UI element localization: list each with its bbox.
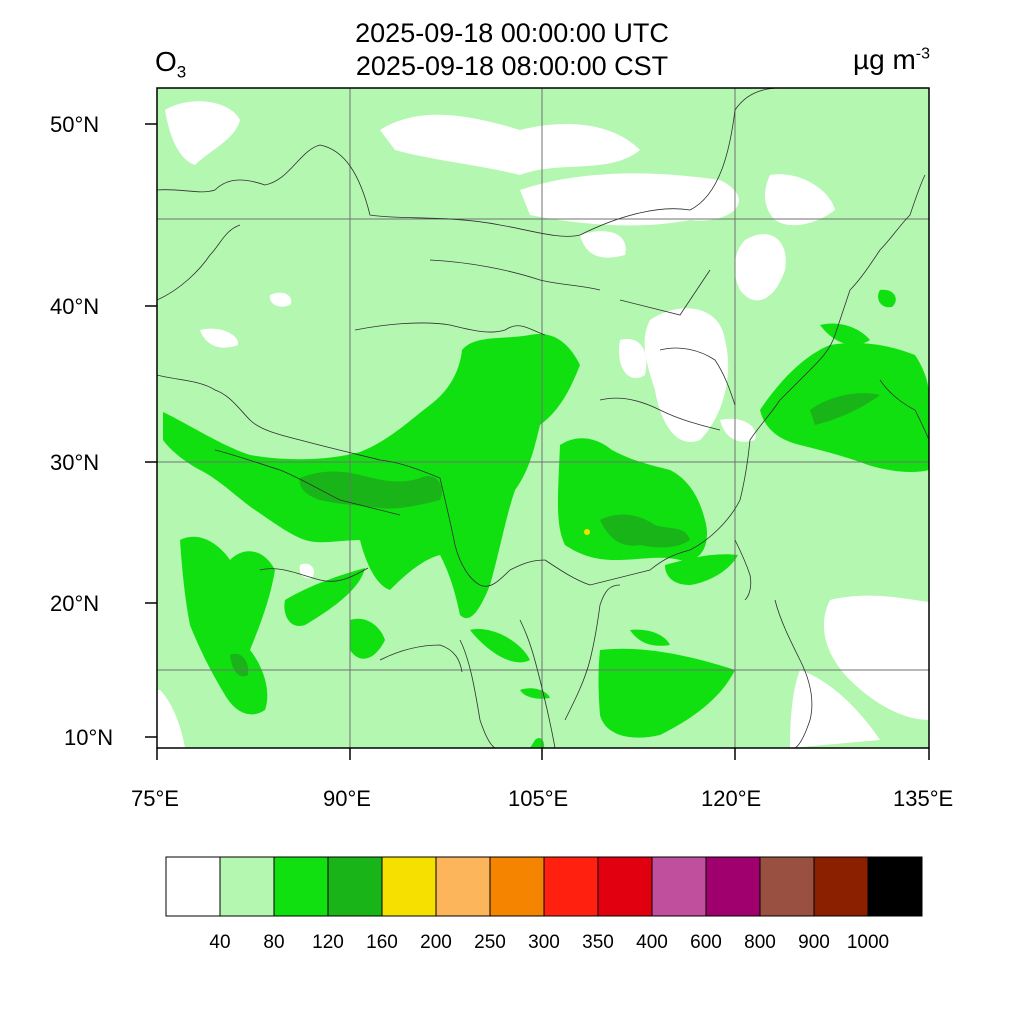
colorbar-label: 120: [312, 932, 344, 953]
variable-label: O3: [155, 46, 187, 82]
lon-label-75: 75°E: [131, 786, 179, 811]
colorbar-label: 800: [744, 932, 776, 953]
colorbar-box: [435, 856, 491, 917]
colorbar-box: [759, 856, 815, 917]
lat-label-30: 30°N: [50, 450, 100, 475]
colorbar-box: [489, 856, 545, 917]
graticule: [157, 88, 929, 748]
colorbar-label: 80: [263, 932, 285, 953]
colorbar-box: [165, 856, 221, 917]
colorbar-label: 1000: [846, 932, 890, 953]
lat-label-20: 20°N: [50, 591, 100, 616]
colorbar-box: [327, 856, 383, 917]
lon-label-135: 135°E: [893, 786, 954, 811]
colorbar-label: 400: [636, 932, 668, 953]
map-field: [157, 88, 929, 748]
title-local: 2025-09-18 08:00:00 CST: [355, 51, 669, 81]
colorbar-label: 200: [420, 932, 452, 953]
colorbar-box: [705, 856, 761, 917]
lat-label-50: 50°N: [50, 112, 100, 137]
colorbar-box: [867, 856, 923, 917]
unit-label: µg m-3: [852, 44, 930, 75]
political-borders: [157, 88, 929, 748]
colorbar-box: [381, 856, 437, 917]
colorbar-box: [219, 856, 275, 917]
ozone-80-120: [163, 289, 929, 748]
lon-label-120: 120°E: [701, 786, 762, 811]
colorbar-label: 300: [528, 932, 560, 953]
ozone-120-160: [230, 393, 880, 677]
colorbar: [165, 856, 923, 917]
colorbar-label: 350: [582, 932, 614, 953]
colorbar-box: [543, 856, 599, 917]
map-frame: [156, 87, 930, 749]
hotspot-200: [584, 529, 590, 535]
axis-ticks: [145, 123, 930, 760]
colorbar-label: 250: [474, 932, 506, 953]
colorbar-label: 40: [209, 932, 231, 953]
lon-label-90: 90°E: [323, 786, 371, 811]
colorbar-box: [273, 856, 329, 917]
colorbar-label: 160: [366, 932, 398, 953]
lon-label-105: 105°E: [508, 786, 569, 811]
colorbar-box: [813, 856, 869, 917]
colorbar-box: [651, 856, 707, 917]
white-patches: [157, 101, 929, 748]
colorbar-label: 900: [798, 932, 830, 953]
title-utc: 2025-09-18 00:00:00 UTC: [355, 18, 669, 48]
lat-label-10: 10°N: [64, 725, 114, 750]
colorbar-box: [597, 856, 653, 917]
lat-label-40: 40°N: [50, 294, 100, 319]
colorbar-label: 600: [690, 932, 722, 953]
